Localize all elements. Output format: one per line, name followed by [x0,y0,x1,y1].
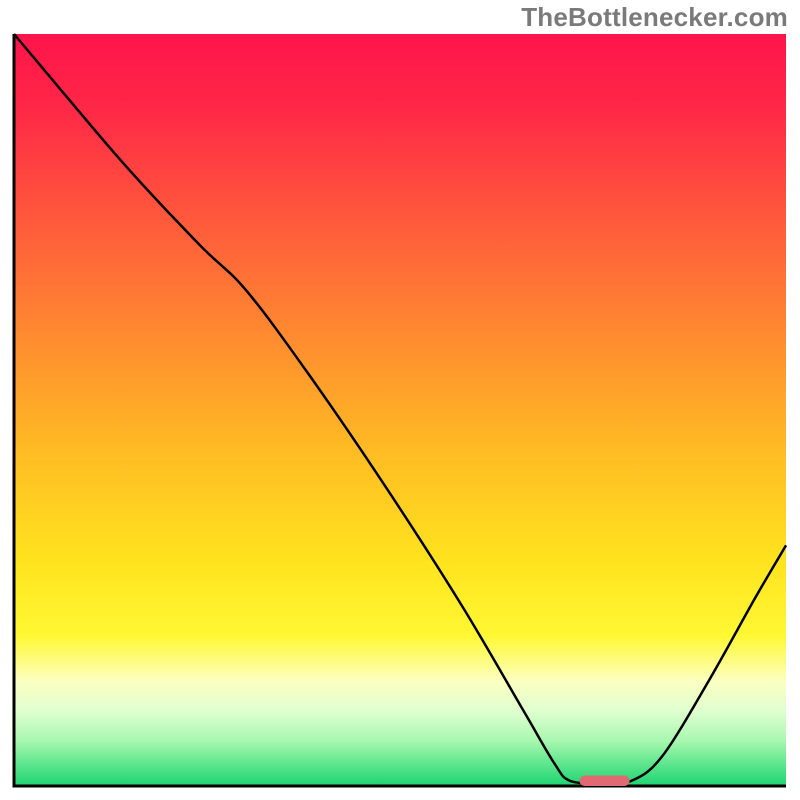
watermark-text: TheBottlenecker.com [521,2,788,33]
gradient-background [14,34,786,786]
bottleneck-chart [0,0,800,800]
chart-container: TheBottlenecker.com [0,0,800,800]
optimum-marker [579,775,629,786]
